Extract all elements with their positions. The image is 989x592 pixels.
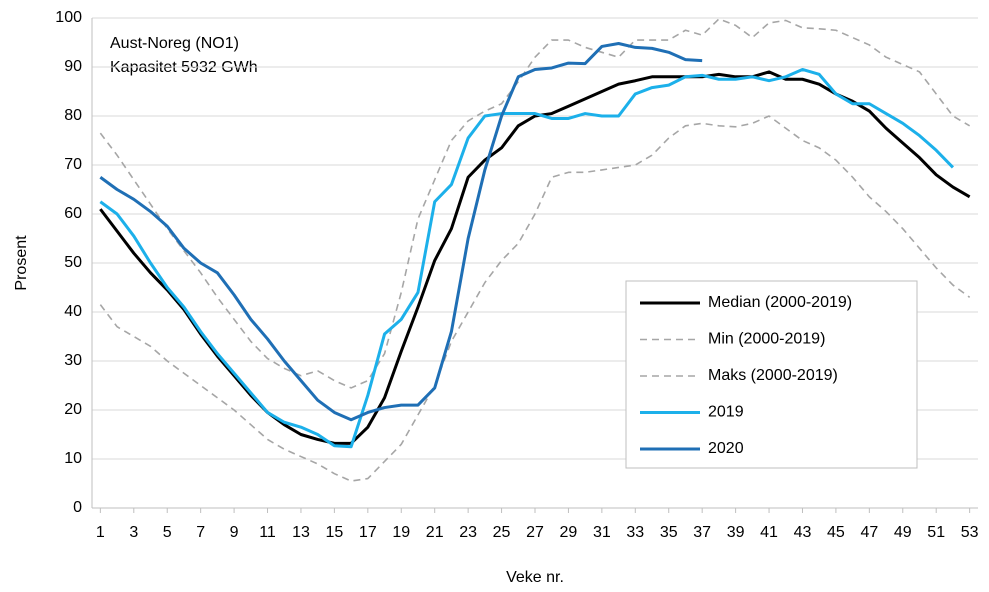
- annotation: Kapasitet 5932 GWh: [110, 59, 258, 76]
- x-tick-label: 39: [727, 524, 745, 541]
- x-tick-label: 29: [560, 524, 578, 541]
- legend-label: Min (2000-2019): [708, 331, 825, 348]
- y-tick-label: 60: [64, 205, 82, 222]
- x-tick-label: 33: [626, 524, 644, 541]
- legend-box: [625, 280, 918, 469]
- x-tick-label: 49: [894, 524, 912, 541]
- x-tick-label: 13: [292, 524, 310, 541]
- x-axis-label: Veke nr.: [506, 569, 564, 586]
- x-tick-label: 47: [860, 524, 878, 541]
- x-tick-label: 11: [259, 524, 276, 541]
- y-tick-label: 30: [64, 352, 82, 369]
- x-tick-label: 37: [693, 524, 711, 541]
- x-tick-label: 51: [927, 524, 945, 541]
- y-tick-label: 80: [64, 107, 82, 124]
- x-tick-label: 41: [760, 524, 778, 541]
- x-tick-label: 1: [96, 524, 105, 541]
- x-tick-label: 17: [359, 524, 377, 541]
- series-line: [99, 67, 954, 449]
- x-tick-label: 53: [961, 524, 979, 541]
- x-tick-label: 31: [593, 524, 611, 541]
- legend-label: Maks (2000-2019): [708, 367, 838, 384]
- x-tick-label: 7: [196, 524, 205, 541]
- y-tick-label: 100: [55, 9, 82, 26]
- series-line: [99, 70, 971, 445]
- legend-label: 2020: [708, 440, 744, 457]
- x-tick-label: 15: [325, 524, 343, 541]
- x-tick-label: 25: [493, 524, 511, 541]
- y-tick-label: 10: [64, 450, 82, 467]
- y-tick-label: 90: [64, 58, 82, 75]
- y-axis-label: Prosent: [13, 235, 30, 291]
- y-tick-label: 0: [73, 499, 82, 516]
- x-tick-label: 23: [459, 524, 477, 541]
- x-tick-label: 9: [230, 524, 239, 541]
- legend-label: 2019: [708, 404, 744, 421]
- x-tick-label: 43: [794, 524, 812, 541]
- x-tick-label: 35: [660, 524, 678, 541]
- x-tick-label: 5: [163, 524, 172, 541]
- x-tick-label: 21: [426, 524, 444, 541]
- x-tick-label: 45: [827, 524, 845, 541]
- y-tick-label: 70: [64, 156, 82, 173]
- series-line: [99, 41, 703, 422]
- series-line: [99, 18, 971, 389]
- y-tick-label: 40: [64, 303, 82, 320]
- annotation: Aust-Noreg (NO1): [110, 35, 239, 52]
- legend-label: Median (2000-2019): [708, 294, 852, 311]
- x-tick-label: 3: [129, 524, 138, 541]
- series-line: [99, 115, 971, 482]
- x-tick-label: 27: [526, 524, 544, 541]
- x-tick-label: 19: [392, 524, 410, 541]
- y-tick-label: 50: [64, 254, 82, 271]
- y-tick-label: 20: [64, 401, 82, 418]
